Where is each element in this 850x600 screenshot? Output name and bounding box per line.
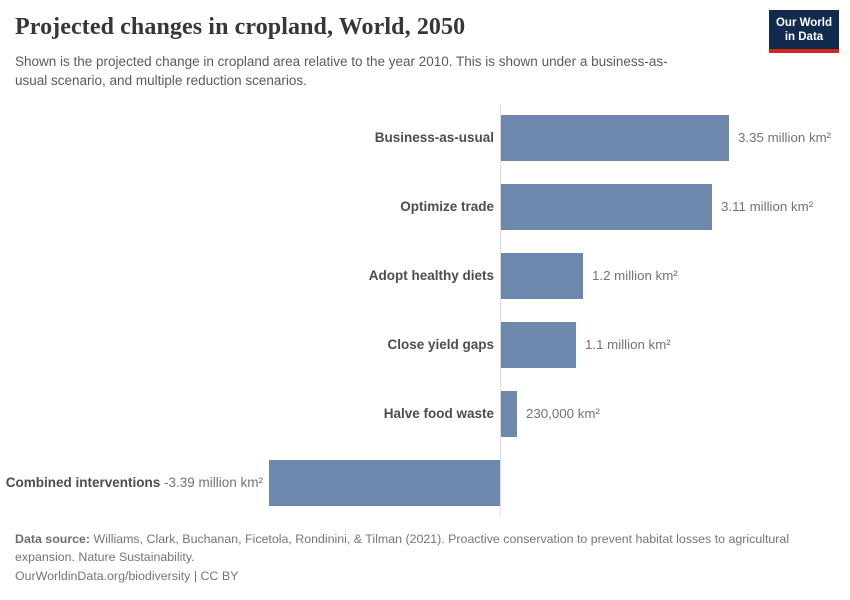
category-label: Close yield gaps xyxy=(387,337,494,352)
value-label: 3.35 million km² xyxy=(738,130,832,145)
bar-combined-interventions xyxy=(269,460,500,506)
category-label-text: Combined interventions xyxy=(5,475,161,490)
zero-axis-line xyxy=(500,105,501,515)
bar-business-as-usual xyxy=(501,115,729,161)
category-label: Optimize trade xyxy=(400,199,494,214)
chart-row: Optimize trade 3.11 million km² xyxy=(0,184,850,230)
chart-row: Adopt healthy diets 1.2 million km² xyxy=(0,253,850,299)
bar-halve-food-waste xyxy=(501,391,517,437)
chart-row: Business-as-usual 3.35 million km² xyxy=(0,115,850,161)
data-source-text: Williams, Clark, Buchanan, Ficetola, Ron… xyxy=(15,532,790,564)
bar-optimize-trade xyxy=(501,184,712,230)
owid-logo: Our World in Data xyxy=(769,10,839,53)
chart-row: Combined interventions -3.39 million km² xyxy=(0,460,850,506)
bar-adopt-healthy-diets xyxy=(501,253,583,299)
data-source-label: Data source: xyxy=(15,532,91,546)
owid-logo-line1: Our World xyxy=(775,16,832,29)
bar-chart: Business-as-usual 3.35 million km² Optimiz… xyxy=(0,105,850,515)
chart-subtitle: Shown is the projected change in croplan… xyxy=(15,54,668,88)
data-source-note: Data source: Williams, Clark, Buchanan, … xyxy=(15,531,823,566)
value-label: 230,000 km² xyxy=(526,406,600,421)
value-label: 3.11 million km² xyxy=(721,199,814,214)
owid-logo-line2: in Data xyxy=(784,30,824,43)
category-label: Adopt healthy diets xyxy=(368,268,494,283)
chart-row: Close yield gaps 1.1 million km² xyxy=(0,322,850,368)
chart-footer: Data source: Williams, Clark, Buchanan, … xyxy=(15,531,823,586)
value-label: -3.39 million km² xyxy=(160,475,263,490)
page-title: Projected changes in cropland, World, 20… xyxy=(15,14,466,40)
credit-line: OurWorldinData.org/biodiversity | CC BY xyxy=(15,569,239,583)
chart-row: Halve food waste 230,000 km² xyxy=(0,391,850,437)
value-label: 1.2 million km² xyxy=(592,268,678,283)
category-label: Halve food waste xyxy=(383,406,494,421)
value-label: 1.1 million km² xyxy=(585,337,671,352)
bar-close-yield-gaps xyxy=(501,322,576,368)
category-label: Combined interventions -3.39 million km² xyxy=(6,460,263,506)
category-label: Business-as-usual xyxy=(374,130,494,145)
